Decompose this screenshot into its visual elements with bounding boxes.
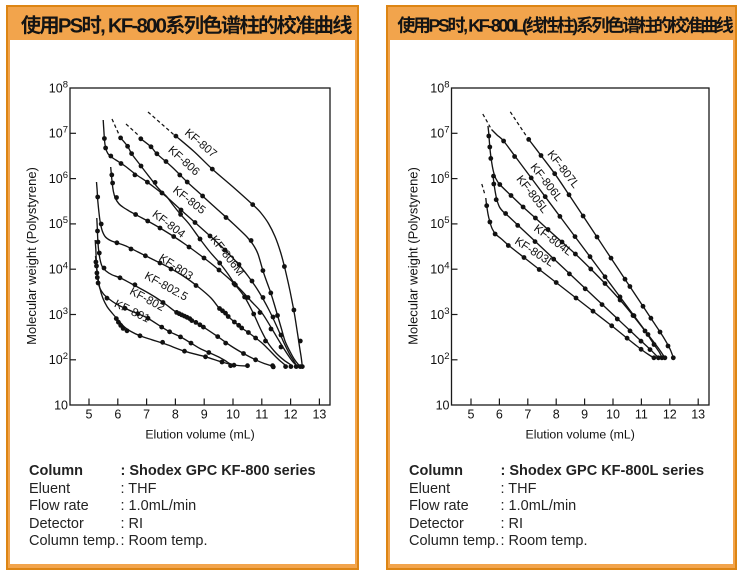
svg-text:11: 11 <box>635 407 648 421</box>
svg-text:KF-807: KF-807 <box>182 127 219 160</box>
svg-text:108: 108 <box>430 79 449 95</box>
svg-text:5: 5 <box>86 407 93 421</box>
svg-text:7: 7 <box>524 407 531 421</box>
svg-text:107: 107 <box>49 125 68 141</box>
svg-text:13: 13 <box>691 407 705 421</box>
svg-text:102: 102 <box>49 351 68 367</box>
svg-text:Molecular weight (Polystyrene): Molecular weight (Polystyrene) <box>24 167 39 345</box>
svg-text:108: 108 <box>49 79 68 95</box>
svg-text:6: 6 <box>114 407 121 421</box>
svg-text:6: 6 <box>496 407 503 421</box>
svg-text:5: 5 <box>468 407 475 421</box>
svg-text:9: 9 <box>581 407 588 421</box>
svg-text:KF-805: KF-805 <box>170 184 207 217</box>
svg-text:Elution volume (mL): Elution volume (mL) <box>526 427 635 441</box>
svg-text:7: 7 <box>143 407 150 421</box>
svg-text:105: 105 <box>49 215 68 231</box>
svg-text:105: 105 <box>430 215 449 231</box>
svg-text:107: 107 <box>430 125 449 141</box>
svg-text:9: 9 <box>201 407 208 421</box>
svg-text:103: 103 <box>49 306 68 322</box>
svg-text:106: 106 <box>49 170 68 186</box>
svg-text:11: 11 <box>255 407 268 421</box>
svg-text:103: 103 <box>430 306 449 322</box>
svg-text:10: 10 <box>606 407 620 421</box>
svg-text:104: 104 <box>430 261 449 277</box>
svg-text:102: 102 <box>430 351 449 367</box>
svg-text:KF-806: KF-806 <box>165 144 201 178</box>
svg-text:104: 104 <box>49 261 68 277</box>
svg-text:12: 12 <box>663 407 677 421</box>
svg-text:Molecular weight (Polystyrene): Molecular weight (Polystyrene) <box>406 167 421 345</box>
svg-text:8: 8 <box>172 407 179 421</box>
svg-text:10: 10 <box>226 407 240 421</box>
svg-text:106: 106 <box>430 170 449 186</box>
svg-text:Elution volume (mL): Elution volume (mL) <box>145 427 254 441</box>
svg-text:10: 10 <box>54 398 68 412</box>
svg-text:12: 12 <box>284 407 298 421</box>
svg-text:10: 10 <box>436 398 450 412</box>
svg-text:8: 8 <box>553 407 560 421</box>
svg-text:13: 13 <box>312 407 326 421</box>
